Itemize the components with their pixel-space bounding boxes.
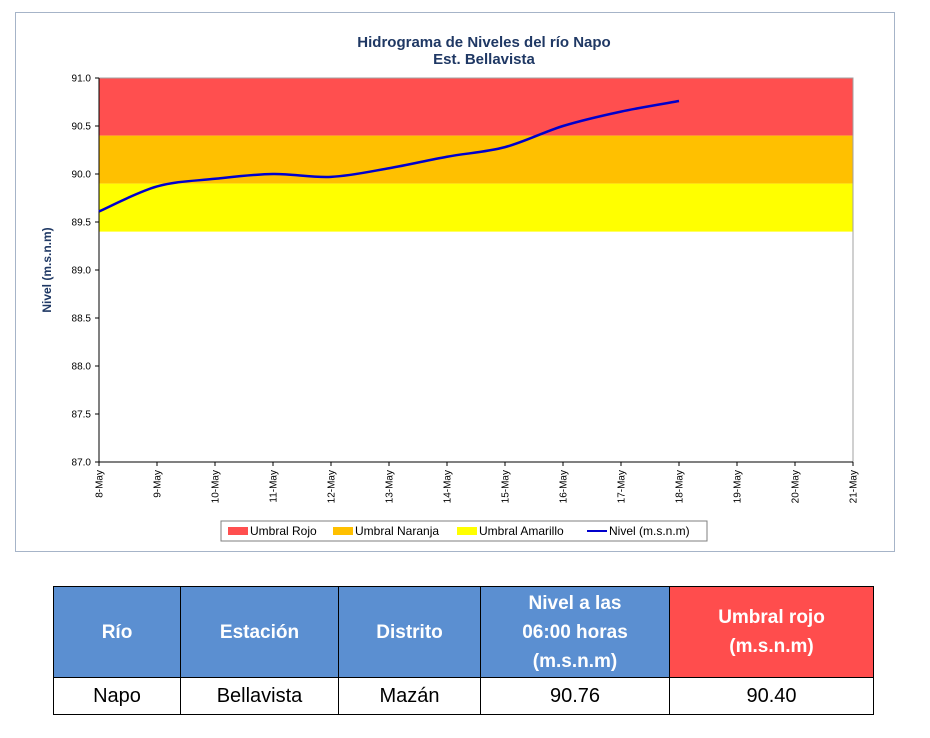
y-tick-label: 88.5 <box>72 314 92 325</box>
legend-swatch <box>333 527 353 535</box>
band-umbral-naranja <box>99 135 853 184</box>
x-tick-label: 16-May <box>559 470 570 503</box>
x-tick-label: 18-May <box>675 470 686 503</box>
cell-estacion: Bellavista <box>180 677 339 715</box>
x-tick-label: 10-May <box>211 470 222 503</box>
cell-nivel: 90.76 <box>480 677 670 715</box>
x-tick-label: 17-May <box>617 470 628 503</box>
x-tick-label: 9-May <box>153 470 164 498</box>
y-tick-label: 87.5 <box>72 410 92 421</box>
header-rio: Río <box>53 586 181 678</box>
x-tick-label: 11-May <box>269 470 280 503</box>
x-tick-label: 14-May <box>443 470 454 503</box>
x-tick-label: 8-May <box>95 470 106 498</box>
header-estacion: Estación <box>180 586 339 678</box>
cell-distrito: Mazán <box>338 677 481 715</box>
legend-swatch <box>228 527 248 535</box>
header-nivel-line-2: 06:00 horas <box>522 621 628 643</box>
header-nivel-line-3: (m.s.n.m) <box>532 650 618 672</box>
legend-label: Umbral Rojo <box>250 524 317 538</box>
chart-title-line-2: Est. Bellavista <box>433 51 535 68</box>
header-umbral-line-1: Umbral rojo <box>718 607 825 628</box>
cell-rio: Napo <box>53 677 181 715</box>
header-umbral-rojo: Umbral rojo (m.s.n.m) <box>669 586 874 678</box>
summary-table: Río Estación Distrito Nivel a las 06:00 … <box>53 586 874 715</box>
y-axis-label: Nivel (m.s.n.m) <box>40 227 54 312</box>
table-row: Napo Bellavista Mazán 90.76 90.40 <box>53 677 874 715</box>
y-tick-label: 89.5 <box>72 218 92 229</box>
x-tick-label: 13-May <box>385 470 396 503</box>
header-distrito: Distrito <box>338 586 481 678</box>
x-tick-label: 19-May <box>733 470 744 503</box>
header-nivel-line-1: Nivel a las <box>528 592 622 614</box>
header-umbral-line-2: (m.s.n.m) <box>729 636 814 657</box>
band-umbral-amarillo <box>99 183 853 232</box>
series-line-nivel <box>98 99 680 213</box>
y-tick-label: 89.0 <box>72 266 92 277</box>
legend-swatch <box>457 527 477 535</box>
header-nivel: Nivel a las 06:00 horas (m.s.n.m) <box>480 586 670 678</box>
y-tick-label: 91.0 <box>72 74 92 85</box>
legend-label: Nivel (m.s.n.m) <box>609 524 690 538</box>
y-tick-label: 90.5 <box>72 122 92 133</box>
x-tick-label: 15-May <box>501 470 512 503</box>
x-tick-label: 21-May <box>849 470 860 503</box>
chart-frame: Hidrograma de Niveles del río Napo Est. B… <box>15 12 895 552</box>
x-tick-label: 20-May <box>791 470 802 503</box>
y-tick-label: 90.0 <box>72 170 92 181</box>
band-umbral-rojo <box>99 78 853 136</box>
legend-label: Umbral Amarillo <box>479 524 564 538</box>
chart-title-line-1: Hidrograma de Niveles del río Napo <box>357 34 610 51</box>
y-tick-label: 88.0 <box>72 362 92 373</box>
legend-label: Umbral Naranja <box>355 524 439 538</box>
y-tick-label: 87.0 <box>72 458 92 469</box>
cell-umbral-rojo: 90.40 <box>669 677 874 715</box>
table-header-row: Río Estación Distrito Nivel a las 06:00 … <box>53 586 874 678</box>
x-tick-label: 12-May <box>327 470 338 503</box>
